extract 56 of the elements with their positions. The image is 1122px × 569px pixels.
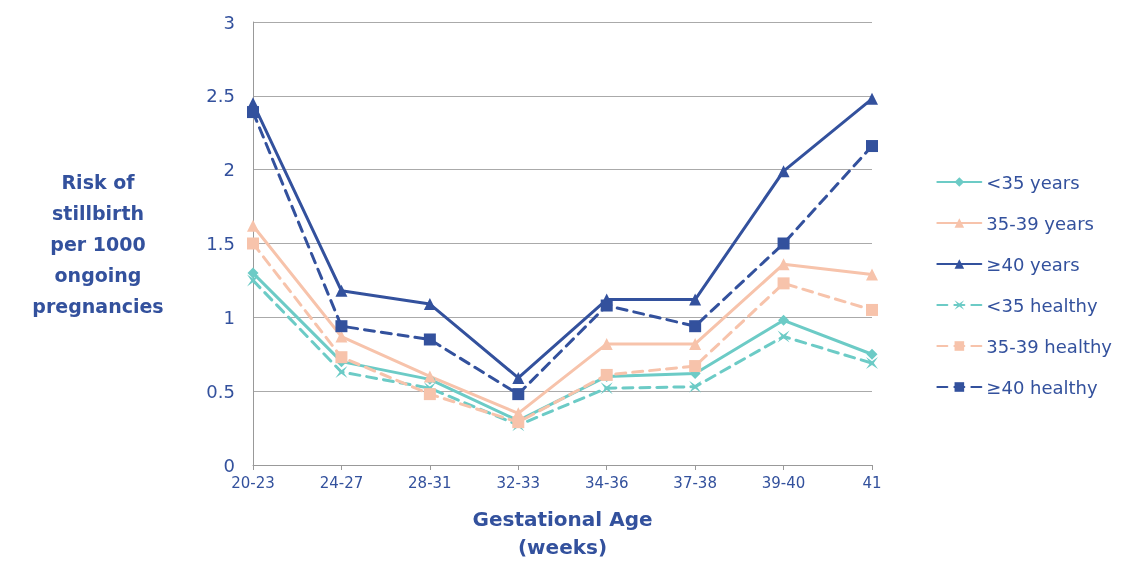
- y-tick-label: 3: [223, 11, 235, 33]
- point: [777, 277, 790, 290]
- point: [335, 351, 348, 364]
- legend-label: <35 years: [986, 171, 1080, 193]
- point: [423, 388, 436, 401]
- y-tick-label: 2.5: [206, 85, 235, 107]
- y-tick-label: 1: [223, 306, 235, 328]
- legend-label: <35 healthy: [986, 294, 1099, 316]
- point: [247, 106, 259, 119]
- point: [247, 267, 259, 279]
- point: [689, 337, 702, 350]
- x-tick-label: 34-36: [584, 473, 629, 492]
- point: [512, 388, 525, 401]
- legend-label: ≥40 years: [986, 253, 1080, 275]
- point: [335, 365, 348, 378]
- y-tick-label: 0: [223, 454, 235, 476]
- point: [777, 237, 790, 250]
- point: [423, 298, 436, 311]
- point: [777, 165, 790, 178]
- y-tick-label: 1.5: [206, 233, 235, 254]
- point: [600, 299, 613, 312]
- point: [778, 314, 790, 326]
- point: [600, 382, 613, 395]
- x-axis-title: Gestational Age (weeks): [472, 507, 653, 559]
- point: [247, 274, 259, 287]
- x-tick-label: 24-27: [319, 473, 364, 492]
- point: [335, 320, 348, 333]
- legend-label: 35-39 years: [986, 212, 1094, 234]
- point: [689, 293, 702, 306]
- point: [866, 268, 878, 281]
- y-tick-label: 0.5: [206, 380, 235, 402]
- point: [247, 237, 259, 250]
- legend-label: 35-39 healthy: [986, 335, 1113, 357]
- x-tick-label: 39-40: [761, 473, 806, 492]
- point: [247, 219, 259, 232]
- point: [866, 303, 878, 316]
- point: [689, 360, 702, 373]
- point: [512, 371, 525, 384]
- point: [600, 337, 613, 350]
- point: [866, 140, 878, 153]
- x-tick-label: 28-31: [408, 473, 452, 492]
- point: [866, 357, 878, 370]
- point: [423, 333, 436, 346]
- point: [689, 320, 702, 333]
- x-tick-label: 37-38: [673, 473, 717, 492]
- y-axis-title: Risk of stillbirth per 1000 ongoing pregnancies: [32, 170, 164, 317]
- point: [689, 380, 702, 393]
- point: [335, 284, 348, 297]
- point: [777, 330, 790, 343]
- y-tick-label: 2: [223, 159, 235, 181]
- x-tick-label: 32-33: [496, 473, 541, 492]
- x-tick-label: 20-23: [231, 473, 275, 492]
- legend-label: ≥40 healthy: [986, 376, 1099, 398]
- point: [866, 92, 878, 105]
- x-tick-label: 41: [862, 473, 882, 492]
- point: [866, 348, 878, 360]
